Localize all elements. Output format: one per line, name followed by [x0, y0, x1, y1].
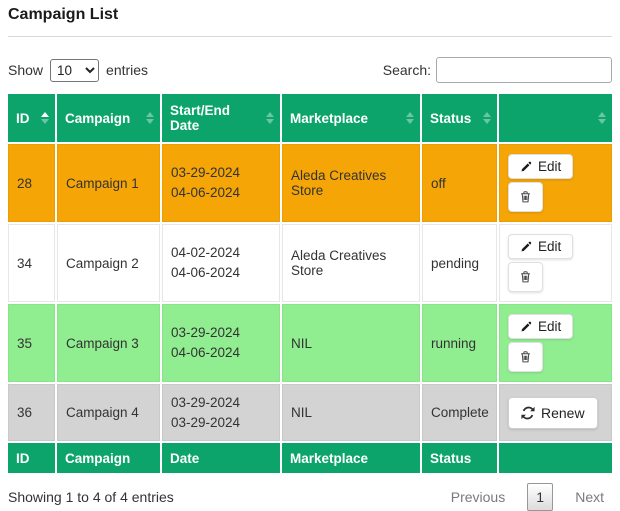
table-row: 36 Campaign 4 03-29-2024 03-29-2024 NIL …: [8, 384, 612, 442]
column-header-campaign[interactable]: Campaign: [57, 94, 160, 142]
pencil-icon: [520, 161, 532, 173]
trash-icon: [519, 270, 532, 284]
trash-icon: [519, 350, 532, 364]
sort-arrows-icon: [483, 112, 491, 124]
cell-date: 03-29-2024 04-06-2024: [162, 144, 280, 222]
cell-campaign: Campaign 3: [57, 304, 160, 382]
cell-status: running: [422, 304, 497, 382]
edit-button[interactable]: Edit: [508, 154, 574, 179]
cell-status: pending: [422, 224, 497, 302]
cell-id: 34: [8, 224, 55, 302]
title-divider: [8, 36, 612, 37]
sort-arrows-icon: [146, 112, 154, 124]
table-row: 34 Campaign 2 04-02-2024 04-06-2024 Aled…: [8, 224, 612, 302]
cell-marketplace: NIL: [282, 384, 420, 442]
edit-button[interactable]: Edit: [508, 314, 574, 339]
table-footer-row: ID Campaign Date Marketplace Status: [8, 443, 612, 474]
column-header-status[interactable]: Status: [422, 94, 497, 142]
edit-button[interactable]: Edit: [508, 234, 574, 259]
delete-button[interactable]: [508, 182, 543, 212]
page-length-control: Show 10 entries: [8, 58, 149, 82]
campaign-table: ID Campaign Start/End Date Marketplace S…: [6, 92, 614, 475]
page-title: Campaign List: [8, 6, 119, 23]
cell-campaign: Campaign 1: [57, 144, 160, 222]
entries-info: Showing 1 to 4 of 4 entries: [8, 489, 174, 506]
footer-marketplace: Marketplace: [282, 443, 420, 474]
cell-actions: Edit: [499, 224, 612, 302]
table-row: 28 Campaign 1 03-29-2024 04-06-2024 Aled…: [8, 144, 612, 222]
renew-button[interactable]: Renew: [508, 396, 598, 429]
footer-actions: [499, 443, 612, 474]
table-info-bar: Showing 1 to 4 of 4 entries Previous 1 N…: [8, 483, 612, 511]
delete-button[interactable]: [508, 342, 543, 372]
previous-page-button[interactable]: Previous: [450, 489, 506, 506]
column-header-date[interactable]: Start/End Date: [162, 94, 280, 142]
footer-date: Date: [162, 443, 280, 474]
sort-arrows-icon: [598, 112, 606, 124]
column-header-id[interactable]: ID: [8, 94, 55, 142]
column-header-marketplace[interactable]: Marketplace: [282, 94, 420, 142]
cell-date: 04-02-2024 04-06-2024: [162, 224, 280, 302]
table-controls: Show 10 entries Search:: [8, 57, 612, 83]
sort-arrows-icon: [266, 112, 274, 124]
cell-id: 36: [8, 384, 55, 442]
entries-label: entries: [106, 62, 149, 78]
table-header-row: ID Campaign Start/End Date Marketplace S…: [8, 94, 612, 142]
next-page-button[interactable]: Next: [575, 489, 604, 506]
footer-status: Status: [422, 443, 497, 474]
pagination: Previous 1 Next: [443, 483, 612, 511]
cell-marketplace: Aleda Creatives Store: [282, 224, 420, 302]
trash-icon: [519, 190, 532, 204]
sort-arrows-icon: [41, 112, 49, 124]
cell-marketplace: NIL: [282, 304, 420, 382]
cell-id: 28: [8, 144, 55, 222]
cell-status: Complete: [422, 384, 497, 442]
cell-status: off: [422, 144, 497, 222]
cell-marketplace: Aleda Creatives Store: [282, 144, 420, 222]
footer-id: ID: [8, 443, 55, 474]
cell-campaign: Campaign 2: [57, 224, 160, 302]
cell-date: 03-29-2024 03-29-2024: [162, 384, 280, 442]
cell-campaign: Campaign 4: [57, 384, 160, 442]
cell-actions: Edit: [499, 144, 612, 222]
show-label: Show: [8, 62, 44, 78]
cell-id: 35: [8, 304, 55, 382]
search-input[interactable]: [436, 57, 612, 83]
cell-actions: Edit: [499, 304, 612, 382]
current-page-button[interactable]: 1: [527, 483, 554, 511]
cell-date: 03-29-2024 04-06-2024: [162, 304, 280, 382]
sort-arrows-icon: [406, 112, 414, 124]
delete-button[interactable]: [508, 262, 543, 292]
table-row: 35 Campaign 3 03-29-2024 04-06-2024 NIL …: [8, 304, 612, 382]
page-length-select[interactable]: 10: [50, 58, 100, 82]
search-label: Search:: [382, 62, 431, 78]
search-control: Search:: [383, 57, 612, 83]
pencil-icon: [520, 321, 532, 333]
cell-actions: Renew: [499, 384, 612, 442]
refresh-icon: [521, 406, 535, 420]
column-header-actions[interactable]: [499, 94, 612, 142]
pencil-icon: [520, 241, 532, 253]
footer-campaign: Campaign: [57, 443, 160, 474]
